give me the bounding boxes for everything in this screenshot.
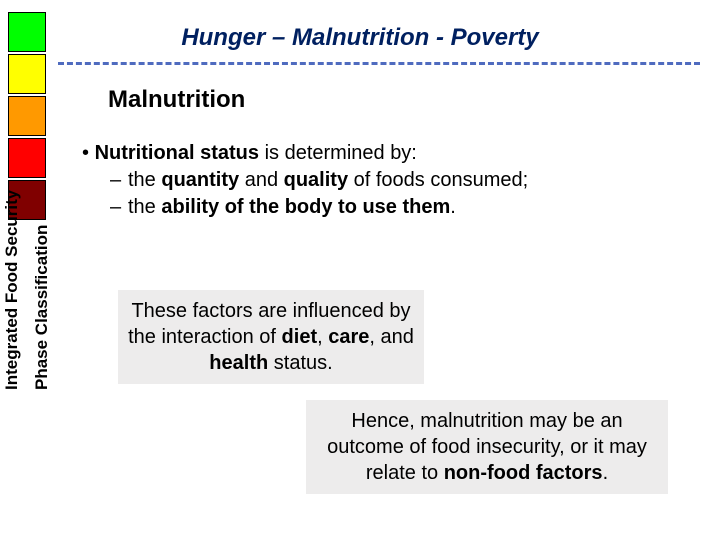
callout-box-2: Hence, malnutrition may be an outcome of… bbox=[306, 400, 668, 494]
slide-title: Hunger – Malnutrition - Poverty bbox=[0, 24, 720, 52]
bullet-list: • Nutritional status is determined by: –… bbox=[82, 140, 680, 221]
phase-color-box bbox=[8, 54, 46, 94]
phase-color-box bbox=[8, 12, 46, 52]
phase-color-box bbox=[8, 138, 46, 178]
sub-bullet-1: –the quantity and quality of foods consu… bbox=[110, 167, 680, 194]
sub-bullet-2: –the ability of the body to use them. bbox=[110, 194, 680, 221]
vertical-label-outer: Integrated Food Security bbox=[2, 190, 22, 390]
bullet-lead: • Nutritional status is determined by: bbox=[82, 140, 680, 167]
vertical-label-inner: Phase Classification bbox=[32, 225, 52, 390]
section-subtitle: Malnutrition bbox=[108, 86, 245, 114]
divider-line bbox=[58, 62, 700, 65]
phase-color-box bbox=[8, 96, 46, 136]
callout-box-1: These factors are influenced by the inte… bbox=[118, 290, 424, 384]
